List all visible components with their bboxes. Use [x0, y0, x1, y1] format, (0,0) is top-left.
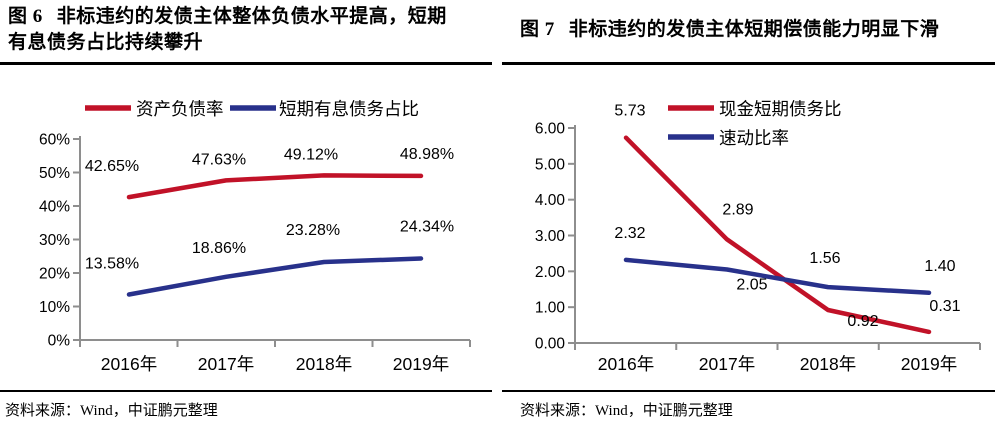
data-label: 49.12% [284, 146, 338, 163]
y-tick-label: 0.00 [535, 336, 566, 353]
data-label: 24.34% [400, 218, 454, 235]
figure-7-heading: 图 7 非标违约的发债主体短期偿债能力明显下滑 [502, 0, 995, 65]
data-label: 13.58% [85, 256, 139, 273]
x-category-label: 2018年 [800, 354, 856, 374]
x-category-label: 2017年 [198, 354, 254, 374]
series-line-1 [623, 257, 932, 296]
data-label: 2.05 [736, 277, 767, 294]
x-category-label: 2019年 [901, 354, 957, 374]
y-tick-label: 4.00 [535, 192, 566, 209]
x-category-label: 2016年 [598, 354, 654, 374]
y-tick-label: 3.00 [535, 228, 566, 245]
legend-label: 速动比率 [719, 128, 789, 148]
figure-7-title: 非标违约的发债主体短期偿债能力明显下滑 [568, 19, 940, 40]
y-tick-label: 10% [39, 299, 70, 316]
data-label: 23.28% [286, 222, 340, 239]
figure-7-source-row: 资料来源：Wind，中证鹏元整理 [502, 390, 995, 425]
y-tick-label: 1.00 [535, 300, 566, 317]
y-tick-label: 20% [39, 266, 70, 283]
y-tick-label: 2.00 [535, 264, 566, 281]
figure-7-label: 图 7 [520, 19, 555, 40]
series-line-0 [126, 173, 424, 200]
data-label: 5.73 [614, 103, 645, 120]
figure-6-panel: 图 6 非标违约的发债主体整体负债水平提高，短期有息债务占比持续攀升 0% 10% 2… [0, 0, 492, 425]
data-label: 42.65% [85, 158, 139, 175]
y-tick-label: 0% [48, 333, 71, 350]
figure-6-line-chart: 0% 10% 20% 30% 40% 50% 60% 2016年 2017年 2018年 2019年… [39, 99, 471, 374]
figure-7-heading-text: 图 7 非标违约的发债主体短期偿债能力明显下滑 [520, 17, 981, 43]
y-tick-label: 5.00 [535, 156, 566, 173]
y-tick-label: 60% [39, 132, 70, 149]
figure-6-label: 图 6 [8, 6, 43, 27]
y-tick-label: 30% [39, 232, 70, 249]
data-label: 2.32 [614, 225, 645, 242]
legend-label: 资产负债率 [136, 99, 224, 119]
legend-label: 短期有息债务占比 [279, 99, 419, 119]
data-label: 47.63% [192, 151, 246, 168]
figure-7-source-text: 资料来源：Wind，中证鹏元整理 [520, 403, 733, 419]
figure-6-heading-text: 图 6 非标违约的发债主体整体负债水平提高，短期有息债务占比持续攀升 [8, 4, 458, 56]
x-category-label: 2016年 [101, 354, 157, 374]
x-category-label: 2019年 [393, 354, 449, 374]
series-line-0 [623, 135, 932, 335]
figure-6-source-row: 资料来源：Wind，中证鹏元整理 [0, 390, 492, 425]
data-label: 48.98% [400, 146, 454, 163]
y-tick-label: 6.00 [535, 121, 566, 138]
data-label: 1.40 [924, 258, 955, 275]
figure-6-heading: 图 6 非标违约的发债主体整体负债水平提高，短期有息债务占比持续攀升 [0, 0, 492, 65]
x-category-label: 2018年 [296, 354, 352, 374]
data-label: 0.92 [847, 313, 878, 330]
data-label: 0.31 [929, 298, 960, 315]
figure-6-source-text: 资料来源：Wind，中证鹏元整理 [5, 403, 218, 419]
figure-6-chart-area: 0% 10% 20% 30% 40% 50% 60% 2016年 2017年 2018年 2019年… [0, 65, 492, 390]
figure-6-title: 非标违约的发债主体整体负债水平提高，短期有息债务占比持续攀升 [8, 6, 447, 53]
data-label: 2.89 [722, 201, 753, 218]
figure-7-panel: 图 7 非标违约的发债主体短期偿债能力明显下滑 0.00 1.00 2.00 3.00 4… [502, 0, 995, 425]
y-tick-label: 50% [39, 165, 70, 182]
data-label: 18.86% [192, 240, 246, 257]
figure-7-line-chart: 0.00 1.00 2.00 3.00 4.00 5.00 6.00 2016年 2017年 20… [535, 99, 981, 374]
legend-label: 现金短期债务比 [719, 99, 842, 119]
data-label: 1.56 [809, 250, 840, 267]
series-line-1 [126, 256, 424, 297]
figure-7-chart-area: 0.00 1.00 2.00 3.00 4.00 5.00 6.00 2016年 2017年 20… [502, 65, 995, 390]
y-tick-label: 40% [39, 199, 70, 216]
x-category-label: 2017年 [699, 354, 755, 374]
